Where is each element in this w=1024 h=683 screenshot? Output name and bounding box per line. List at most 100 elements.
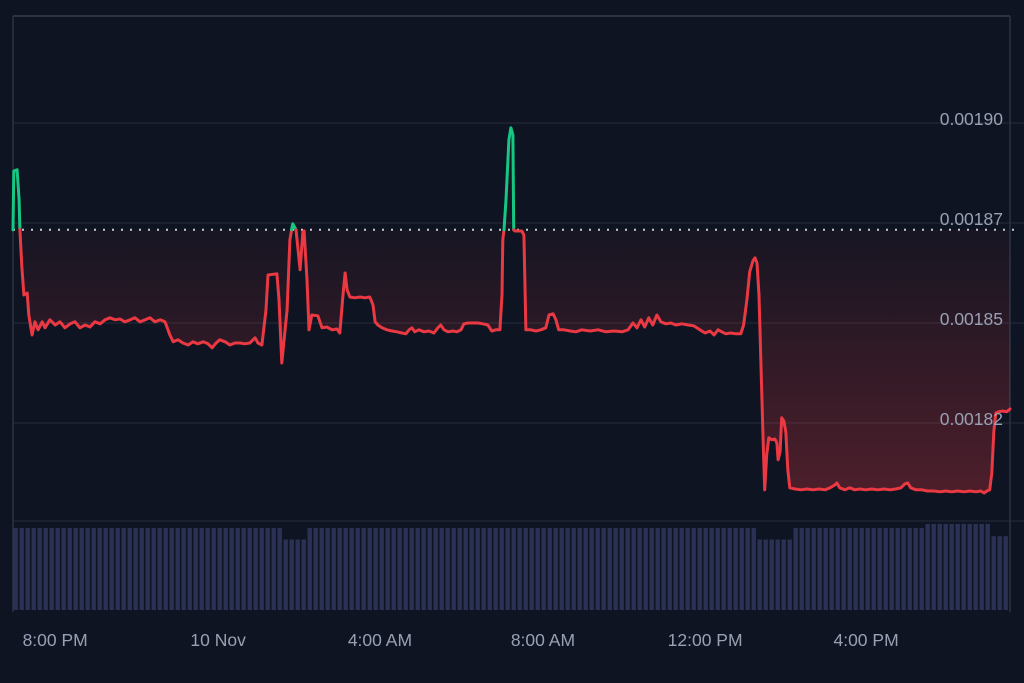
volume-bar: [751, 528, 756, 610]
volume-bar: [295, 539, 300, 610]
volume-bar: [529, 528, 534, 610]
volume-bar: [103, 528, 108, 610]
volume-bar: [955, 523, 960, 610]
x-axis-labels: 8:00 PM 10 Nov 4:00 AM 8:00 AM 12:00 PM 4:00 …: [23, 630, 899, 650]
volume-bar: [601, 528, 606, 610]
y-axis-labels: 0.00190 0.00187 0.00185 0.00182: [940, 109, 1004, 429]
volume-bar: [175, 528, 180, 610]
volume-bar: [457, 528, 462, 610]
volume-bar: [229, 528, 234, 610]
volume-bar: [325, 528, 330, 610]
volume-bar: [709, 528, 714, 610]
volume-bar: [283, 539, 288, 610]
volume-bar: [277, 528, 282, 610]
volume-bar: [625, 528, 630, 610]
volume-bar: [817, 528, 822, 610]
volume-bar: [169, 528, 174, 610]
volume-bar: [949, 523, 954, 610]
volume-bar: [145, 528, 150, 610]
volume-bar: [979, 523, 984, 610]
volume-bar: [511, 528, 516, 610]
volume-bar: [895, 528, 900, 610]
x-axis-label: 4:00 PM: [833, 630, 898, 650]
x-axis-label: 10 Nov: [190, 630, 246, 650]
volume-bar: [337, 528, 342, 610]
volume-bar: [685, 528, 690, 610]
volume-bars: [13, 523, 1008, 610]
volume-bar: [205, 528, 210, 610]
volume-bar: [235, 528, 240, 610]
volume-bar: [223, 528, 228, 610]
volume-bar: [409, 528, 414, 610]
volume-bar: [463, 528, 468, 610]
volume-bar: [397, 528, 402, 610]
volume-bar: [481, 528, 486, 610]
volume-bar: [331, 528, 336, 610]
volume-bar: [697, 528, 702, 610]
volume-bar: [73, 528, 78, 610]
volume-bar: [565, 528, 570, 610]
volume-bar: [541, 528, 546, 610]
y-axis-label: 0.00182: [940, 409, 1003, 429]
volume-bar: [187, 528, 192, 610]
volume-bar: [427, 528, 432, 610]
volume-bar: [445, 528, 450, 610]
volume-bar: [553, 528, 558, 610]
volume-bar: [661, 528, 666, 610]
volume-bar: [253, 528, 258, 610]
volume-bar: [217, 528, 222, 610]
volume-bar: [361, 528, 366, 610]
volume-bar: [163, 528, 168, 610]
volume-bar: [775, 539, 780, 610]
volume-bar: [433, 528, 438, 610]
volume-bar: [925, 523, 930, 610]
volume-bar: [919, 528, 924, 610]
volume-bar: [619, 528, 624, 610]
volume-bar: [859, 528, 864, 610]
volume-bar: [667, 528, 672, 610]
volume-bar: [385, 528, 390, 610]
volume-bar: [643, 528, 648, 610]
volume-bar: [757, 539, 762, 610]
volume-bar: [121, 528, 126, 610]
volume-bar: [451, 528, 456, 610]
volume-bar: [973, 523, 978, 610]
volume-bar: [199, 528, 204, 610]
volume-bar: [355, 528, 360, 610]
volume-bar: [139, 528, 144, 610]
volume-bar: [79, 528, 84, 610]
volume-bar: [721, 528, 726, 610]
volume-bar: [211, 528, 216, 610]
volume-bar: [343, 528, 348, 610]
volume-bar: [967, 523, 972, 610]
volume-bar: [505, 528, 510, 610]
volume-bar: [871, 528, 876, 610]
volume-bar: [109, 528, 114, 610]
volume-bar: [571, 528, 576, 610]
volume-bar: [523, 528, 528, 610]
volume-bar: [715, 528, 720, 610]
volume-bar: [367, 528, 372, 610]
volume-bar: [475, 528, 480, 610]
volume-bar: [181, 528, 186, 610]
volume-bar: [301, 539, 306, 610]
volume-bar: [877, 528, 882, 610]
volume-bar: [127, 528, 132, 610]
volume-bar: [271, 528, 276, 610]
volume-bar: [673, 528, 678, 610]
volume-bar: [823, 528, 828, 610]
volume-bar: [937, 523, 942, 610]
volume-bar: [943, 523, 948, 610]
volume-bar: [883, 528, 888, 610]
volume-bar: [499, 528, 504, 610]
volume-bar: [865, 528, 870, 610]
volume-bar: [61, 528, 66, 610]
volume-bar: [811, 528, 816, 610]
volume-bar: [37, 528, 42, 610]
volume-bar: [847, 528, 852, 610]
volume-bar: [469, 528, 474, 610]
volume-bar: [607, 528, 612, 610]
volume-bar: [583, 528, 588, 610]
